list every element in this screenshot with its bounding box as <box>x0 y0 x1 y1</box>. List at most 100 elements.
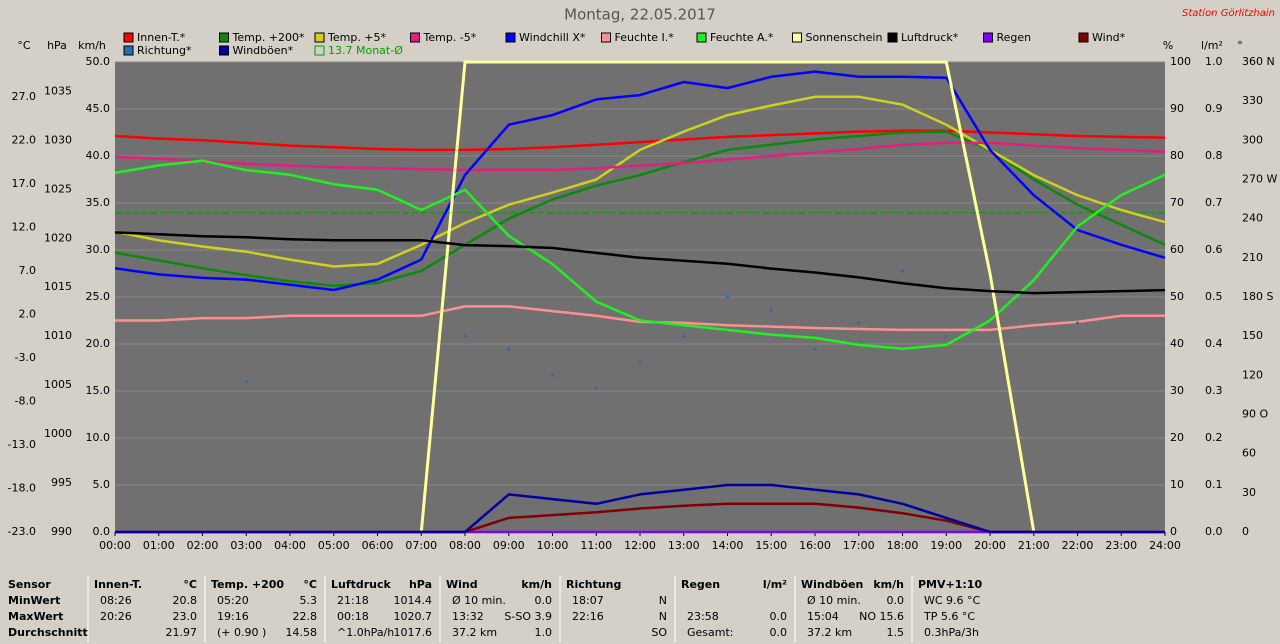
series-line <box>114 159 1166 350</box>
series-dot <box>769 308 773 312</box>
legend-swatch <box>314 32 325 43</box>
cell-left: 20:26 <box>100 610 132 623</box>
cell-right: 1020.7 <box>394 610 433 623</box>
y-tick-label: 40.0 <box>86 149 111 162</box>
legend-label: Windböen* <box>233 44 294 57</box>
series-dot <box>463 334 467 338</box>
cell-right: 1014.4 <box>394 594 433 607</box>
summary-background <box>0 572 1280 644</box>
series-line <box>114 231 1166 295</box>
x-tick-label: 15:00 <box>755 539 787 552</box>
series-line <box>114 70 1166 292</box>
y-tick-label: 1020 <box>44 231 72 244</box>
y-tick-label: 80 <box>1170 149 1184 162</box>
cell-right: 1.0 <box>535 626 553 639</box>
axis-unit: km/h <box>78 39 106 52</box>
y-tick-label: 0.0 <box>93 525 111 538</box>
row-label: MaxWert <box>8 610 63 623</box>
series-dot <box>594 386 598 390</box>
y-tick-label: 1030 <box>44 133 72 146</box>
legend-label: Temp. -5* <box>423 31 477 44</box>
x-tick-label: 18:00 <box>887 539 919 552</box>
column-title: Wind <box>446 578 478 591</box>
y-tick-label: 25.0 <box>86 290 111 303</box>
x-tick-label: 23:00 <box>1105 539 1137 552</box>
series-dot <box>813 347 817 351</box>
column-title: Innen-T. <box>94 578 142 591</box>
y-tick-label: 0.5 <box>1205 290 1223 303</box>
cell-right: NO 15.6 <box>859 610 904 623</box>
y-tick-label: 180 S <box>1242 290 1273 303</box>
series-dot <box>1075 321 1080 325</box>
x-tick-label: 24:00 <box>1149 539 1181 552</box>
cell-left: ^1.0hPa/h <box>337 626 394 639</box>
x-tick-label: 12:00 <box>624 539 656 552</box>
column-title: Richtung <box>566 578 621 591</box>
y-tick-label: 100 <box>1170 55 1191 68</box>
y-tick-label: 300 <box>1242 133 1263 146</box>
x-tick-label: 22:00 <box>1062 539 1094 552</box>
x-tick-label: 01:00 <box>143 539 175 552</box>
y-tick-label: 15.0 <box>86 384 111 397</box>
cell-left: 0.3hPa/3h <box>924 626 979 639</box>
series-line <box>115 305 1165 332</box>
cell-right: 0.0 <box>770 610 788 623</box>
cell-right: 21.97 <box>166 626 198 639</box>
cell-left: Ø 10 min. <box>452 594 506 607</box>
series-line <box>114 129 1166 152</box>
column-unit: °C <box>183 578 197 591</box>
y-tick-label: 150 <box>1242 329 1263 342</box>
cell-right: 20.8 <box>173 594 198 607</box>
column-unit: hPa <box>409 578 432 591</box>
axis-unit: hPa <box>47 39 67 52</box>
legend-label: Luftdruck* <box>901 31 959 44</box>
axis-unit: l/m² <box>1201 39 1223 52</box>
series-dot <box>944 334 948 338</box>
x-tick-label: 11:00 <box>580 539 612 552</box>
y-tick-label: 40 <box>1170 337 1184 350</box>
axis-unit: ° <box>1237 39 1243 52</box>
cell-left: Ø 10 min. <box>807 594 861 607</box>
legend-swatch <box>696 32 707 43</box>
x-tick-label: 10:00 <box>537 539 569 552</box>
cell-right: 5.3 <box>300 594 318 607</box>
x-tick-label: 05:00 <box>318 539 350 552</box>
x-tick-label: 19:00 <box>930 539 962 552</box>
column-unit: km/h <box>873 578 904 591</box>
column-title: Windböen <box>801 578 863 591</box>
cell-left: 08:26 <box>100 594 132 607</box>
cell-right: 1.5 <box>887 626 905 639</box>
column-title: PMV+1:10 <box>918 578 982 591</box>
cell-right: S-SO 3.9 <box>504 610 552 623</box>
x-tick-label: 09:00 <box>493 539 525 552</box>
y-tick-label: -3.0 <box>15 351 36 364</box>
legend-swatch <box>219 45 229 56</box>
cell-left: WC 9.6 °C <box>924 594 981 607</box>
x-tick-label: 00:00 <box>99 539 131 552</box>
axis-unit: % <box>1163 39 1173 52</box>
x-tick-label: 20:00 <box>974 539 1006 552</box>
series-dot <box>857 321 861 325</box>
y-tick-label: 1025 <box>44 182 72 195</box>
cell-left: 00:18 <box>337 610 369 623</box>
legend-swatch <box>505 32 516 43</box>
cell-left: (+ 0.90 ) <box>217 626 266 639</box>
y-tick-label: 1035 <box>44 84 72 97</box>
y-tick-label: 10 <box>1170 478 1184 491</box>
cell-left: Gesamt: <box>687 626 734 639</box>
y-tick-label: 1010 <box>44 329 72 342</box>
y-tick-label: -13.0 <box>8 438 36 451</box>
cell-left: 13:32 <box>452 610 484 623</box>
cell-left: 37.2 km <box>807 626 852 639</box>
cell-right: N <box>659 594 667 607</box>
y-tick-label: 0.4 <box>1205 337 1223 350</box>
series-dot <box>725 295 730 299</box>
legend-label: Windchill X* <box>519 31 586 44</box>
cell-left: 15:04 <box>807 610 839 623</box>
row-label: Sensor <box>8 578 51 591</box>
cell-right: 0.0 <box>535 594 553 607</box>
column-unit: km/h <box>521 578 552 591</box>
chart-title: Montag, 22.05.2017 <box>564 6 716 24</box>
y-tick-label: 27.0 <box>12 90 37 103</box>
series-dot <box>682 334 686 338</box>
